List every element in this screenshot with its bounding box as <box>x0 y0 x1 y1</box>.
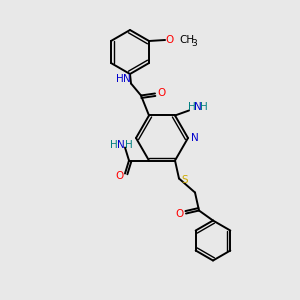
Text: O: O <box>176 208 184 218</box>
Text: H: H <box>110 140 118 149</box>
Text: H: H <box>200 103 208 112</box>
Text: N: N <box>123 74 131 85</box>
Text: CH: CH <box>179 35 194 45</box>
Text: 3: 3 <box>191 40 197 49</box>
Text: H: H <box>125 140 133 149</box>
Text: N: N <box>117 140 125 149</box>
Text: O: O <box>115 170 123 181</box>
Text: N: N <box>194 103 202 112</box>
Text: N: N <box>191 133 199 143</box>
Text: O: O <box>165 35 173 45</box>
Text: S: S <box>182 175 188 184</box>
Text: H: H <box>188 103 196 112</box>
Text: H: H <box>116 74 124 85</box>
Text: O: O <box>157 88 165 98</box>
